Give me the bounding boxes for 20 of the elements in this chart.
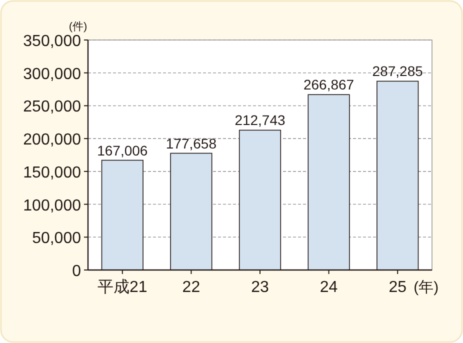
x-tick-label: 22 <box>182 279 200 296</box>
x-tick-label: 24 <box>320 279 338 296</box>
data-label: 167,006 <box>97 142 148 158</box>
x-tick-label: 23 <box>251 279 269 296</box>
data-label: 266,867 <box>303 76 354 93</box>
y-tick-label: 300,000 <box>23 66 82 83</box>
data-label: 177,658 <box>166 135 217 152</box>
x-tick-label: 25 <box>388 279 407 296</box>
y-tick-label: 0 <box>72 263 82 280</box>
x-tick-label: 平成21 <box>98 278 148 296</box>
y-tick-label: 100,000 <box>23 197 82 214</box>
y-tick-label: 350,000 <box>23 33 82 50</box>
data-label: 212,743 <box>234 112 286 128</box>
y-tick-label: 250,000 <box>23 98 82 116</box>
x-axis-title: (年) <box>414 279 439 296</box>
y-axis-title: (件) <box>68 21 88 33</box>
y-tick-label: 50,000 <box>32 230 82 248</box>
data-label: 287,285 <box>372 63 424 80</box>
y-tick-label: 200,000 <box>23 132 82 149</box>
y-tick-label: 150,000 <box>23 164 82 182</box>
